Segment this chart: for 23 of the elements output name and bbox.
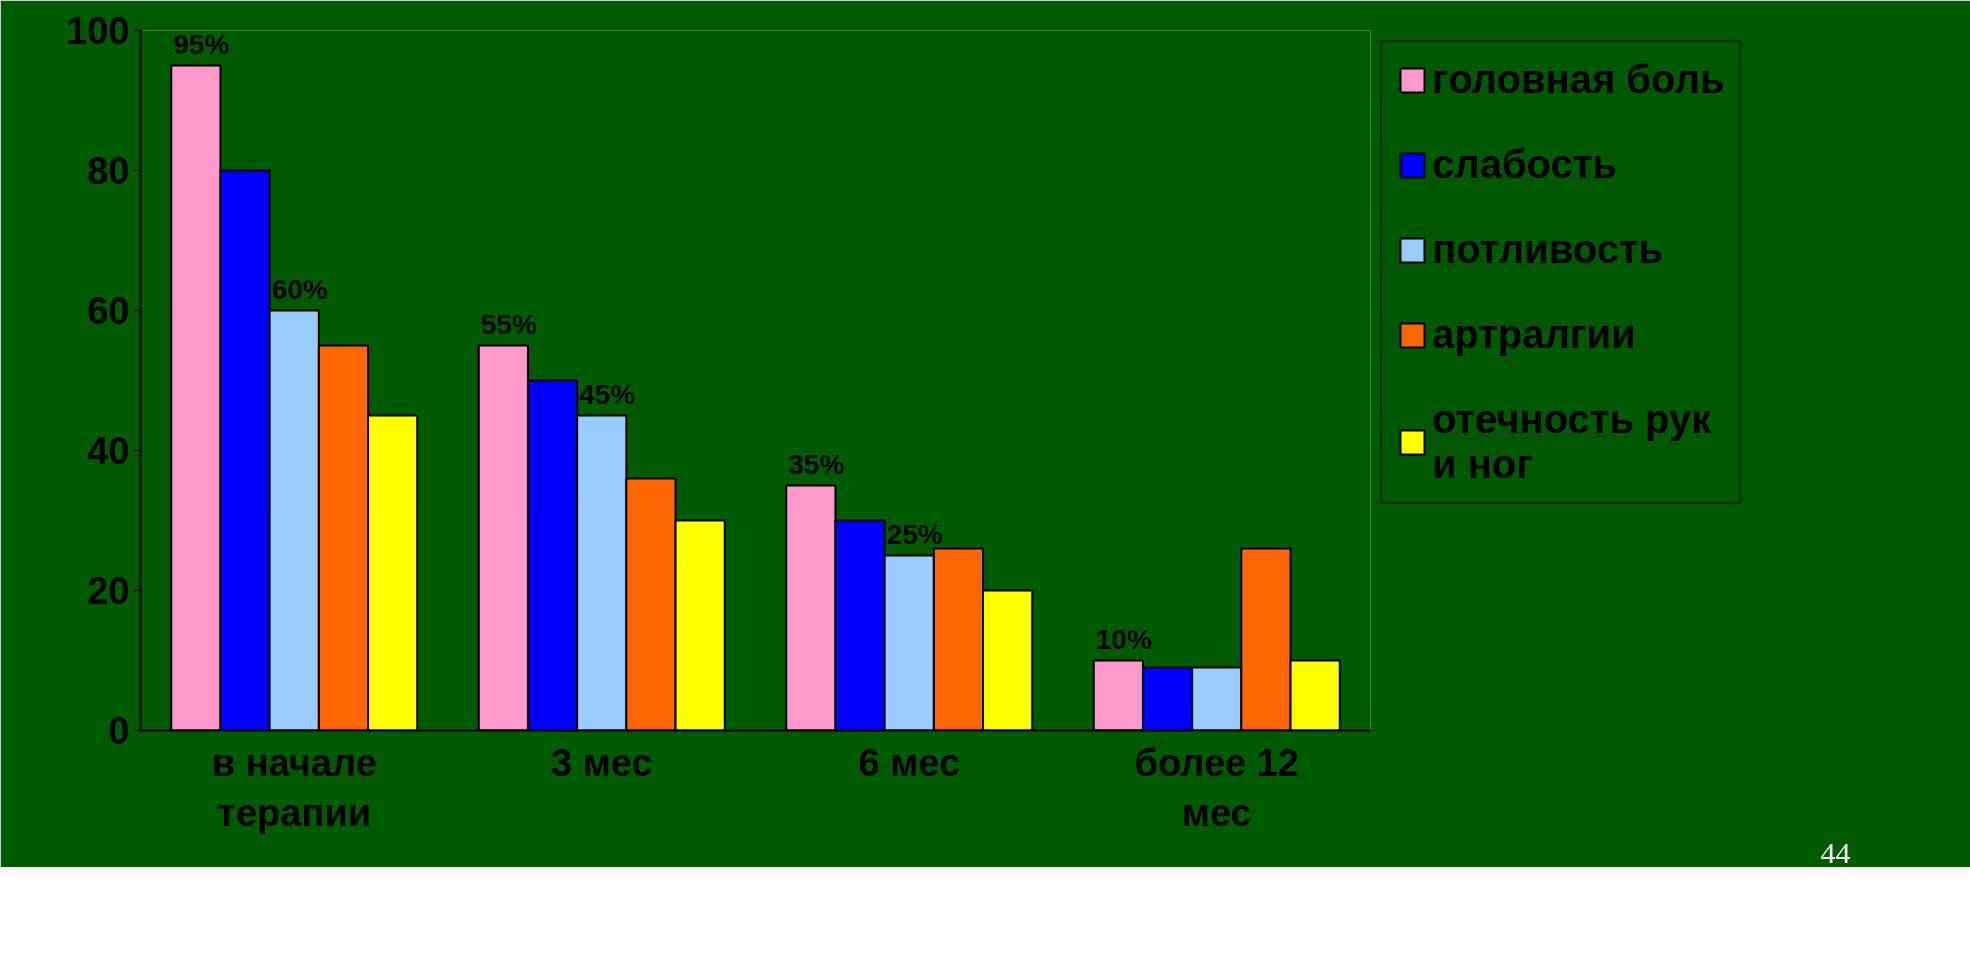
- x-tick-label: 6 мес: [858, 741, 961, 784]
- data-label: 55%: [480, 308, 537, 340]
- data-label: 35%: [788, 448, 845, 480]
- y-tick-label: 80: [87, 150, 130, 192]
- y-tick-label: 40: [87, 430, 130, 472]
- legend-label: отечность рук и ног: [1432, 397, 1712, 487]
- y-tick-label: 20: [87, 570, 130, 612]
- legend-label: слабость: [1432, 142, 1617, 187]
- data-label: 45%: [579, 378, 636, 410]
- data-label: 10%: [1095, 623, 1152, 655]
- text: 44: [1820, 835, 1851, 869]
- y-tick-label: 0: [108, 710, 130, 752]
- x-tick-label: 3 мес: [550, 741, 653, 784]
- data-label: 25%: [886, 518, 943, 550]
- data-label: 60%: [271, 273, 328, 305]
- legend-label: потливость: [1432, 227, 1664, 272]
- x-tick-label: в начале терапии: [211, 741, 377, 834]
- legend-label: артралгии: [1432, 312, 1636, 357]
- data-label: 95%: [173, 28, 230, 60]
- x-tick-label: более 12 мес: [1134, 741, 1299, 834]
- legend-label: головная боль: [1432, 57, 1725, 102]
- y-tick-label: 100: [66, 10, 130, 52]
- y-tick-label: 60: [87, 290, 130, 332]
